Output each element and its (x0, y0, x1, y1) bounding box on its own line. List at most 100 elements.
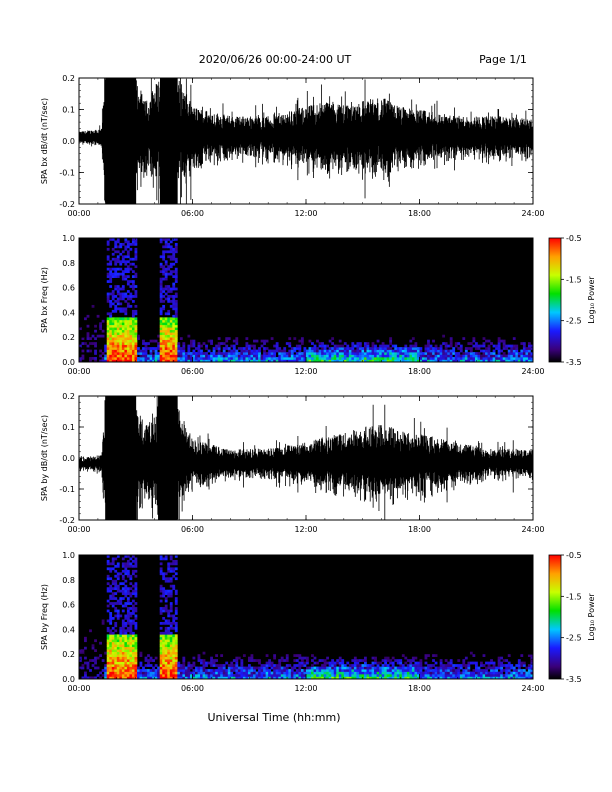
spectrogram-cell (270, 674, 274, 677)
spectrogram-cell (106, 555, 110, 558)
spectrogram-cell (517, 674, 521, 677)
spectrogram-cell (409, 669, 413, 672)
spectrogram-cell (86, 324, 90, 328)
spectrogram-cell (172, 626, 176, 630)
spectrogram-cell (131, 329, 135, 333)
spectrogram-cell (396, 359, 400, 363)
spectrogram-cell (187, 664, 191, 667)
spectrogram-cell (114, 634, 118, 638)
spectrogram-cell (512, 337, 516, 340)
spectrogram-cell (361, 354, 365, 358)
spectrogram-cell (220, 342, 224, 345)
spectrogram-cell (278, 349, 282, 353)
spectrogram-cell (121, 347, 125, 350)
spectrogram-cell (212, 669, 216, 672)
spectrogram-cell (126, 646, 130, 650)
spectrogram-cell (86, 334, 90, 338)
spectrogram-cell (124, 654, 128, 657)
spectrogram-cell (331, 337, 335, 340)
spectrogram-cell (106, 347, 110, 350)
spectrogram-cell (167, 312, 171, 316)
spectrogram-cell (424, 352, 428, 355)
spectrogram-cell (104, 664, 108, 667)
spectrogram-cell (99, 354, 102, 358)
spectrogram-cell (341, 359, 345, 363)
spectrogram-cell (399, 354, 403, 358)
spectrogram-cell (351, 674, 355, 677)
spectrogram-cell (164, 577, 168, 581)
spectrogram-cell (121, 639, 125, 643)
spectrogram-cell (111, 674, 115, 677)
spectrogram-cell (169, 666, 173, 670)
spectrogram-cell (116, 327, 120, 331)
spectrogram-cell (119, 656, 123, 660)
spectrogram-cell (457, 674, 461, 677)
spectrogram-cell (454, 344, 458, 348)
spectrogram-cell (114, 587, 118, 591)
spectrogram-cell (109, 587, 113, 591)
spectrogram-cell (290, 676, 294, 680)
spectrogram-cell (159, 599, 163, 603)
spectrogram-cell (129, 339, 133, 343)
spectrogram-cell (134, 664, 138, 667)
spectrogram-cell (147, 674, 150, 677)
spectrogram-cell (174, 636, 178, 640)
spectrogram-cell (273, 344, 277, 348)
spectrogram-cell (331, 659, 335, 662)
spectrogram-cell (371, 661, 375, 665)
spectrogram-cell (167, 641, 171, 645)
spectrogram-cell (351, 359, 355, 363)
spectrogram-cell (492, 676, 496, 680)
spectrogram-cell (169, 639, 173, 643)
spectrogram-cell (167, 352, 171, 355)
spectrogram-cell (172, 349, 176, 353)
spectrogram-cell (386, 676, 390, 680)
spectrogram-cell (197, 347, 201, 350)
spectrogram-cell (515, 669, 519, 672)
spectrogram-cell (232, 669, 236, 672)
spectrogram-cell (124, 334, 128, 338)
spectrogram-cell (129, 602, 133, 605)
spectrogram-cell (270, 354, 274, 358)
spectrogram-cell (318, 674, 322, 677)
spectrogram-cell (530, 671, 534, 675)
spectrogram-cell (124, 649, 128, 653)
spectrogram-cell (131, 314, 135, 318)
spectrogram-cell (119, 651, 123, 655)
spectrogram-cell (134, 569, 138, 573)
spectrogram-cell (462, 354, 466, 358)
spectrogram-cell (381, 359, 385, 363)
spectrogram-cell (157, 676, 161, 680)
y-tick-label: 0.4 (62, 625, 75, 634)
spectrogram-cell (121, 589, 125, 593)
spectrogram-cell (126, 280, 130, 283)
spectrogram-cell (81, 342, 85, 345)
spectrogram-cell (306, 352, 309, 355)
spectrogram-cell (126, 564, 130, 568)
spectrogram-cell (119, 626, 123, 630)
spectrogram-cell (109, 569, 113, 573)
spectrogram-cell (502, 344, 506, 348)
spectrogram-cell (220, 676, 224, 680)
spectrogram-cell (399, 664, 403, 667)
spectrogram-cell (174, 344, 178, 348)
spectrogram-cell (429, 357, 433, 360)
spectrogram-cell (338, 354, 342, 358)
spectrogram-cell (126, 587, 130, 591)
spectrogram-cell (162, 674, 166, 677)
spectrogram-cell (371, 349, 375, 353)
spectrogram-cell (172, 285, 176, 288)
spectrogram-cell (106, 344, 110, 348)
spectrogram-cell (346, 344, 350, 348)
spectrogram-cell (159, 609, 163, 613)
spectrogram-cell (111, 562, 115, 566)
spectrogram-cell (439, 666, 443, 670)
spectrogram-cell (111, 664, 115, 667)
spectrogram-cell (505, 664, 509, 667)
spectrogram-cell (333, 666, 337, 670)
spectrogram-cell (172, 656, 176, 660)
spectrogram-cell (172, 664, 176, 667)
spectrogram-cell (295, 674, 299, 677)
spectrogram-cell (447, 674, 451, 677)
spectrogram-cell (452, 349, 456, 353)
